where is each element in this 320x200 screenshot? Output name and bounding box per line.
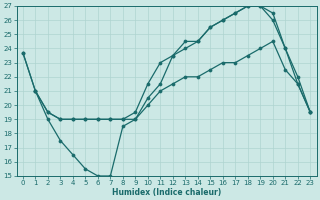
X-axis label: Humidex (Indice chaleur): Humidex (Indice chaleur) — [112, 188, 221, 197]
